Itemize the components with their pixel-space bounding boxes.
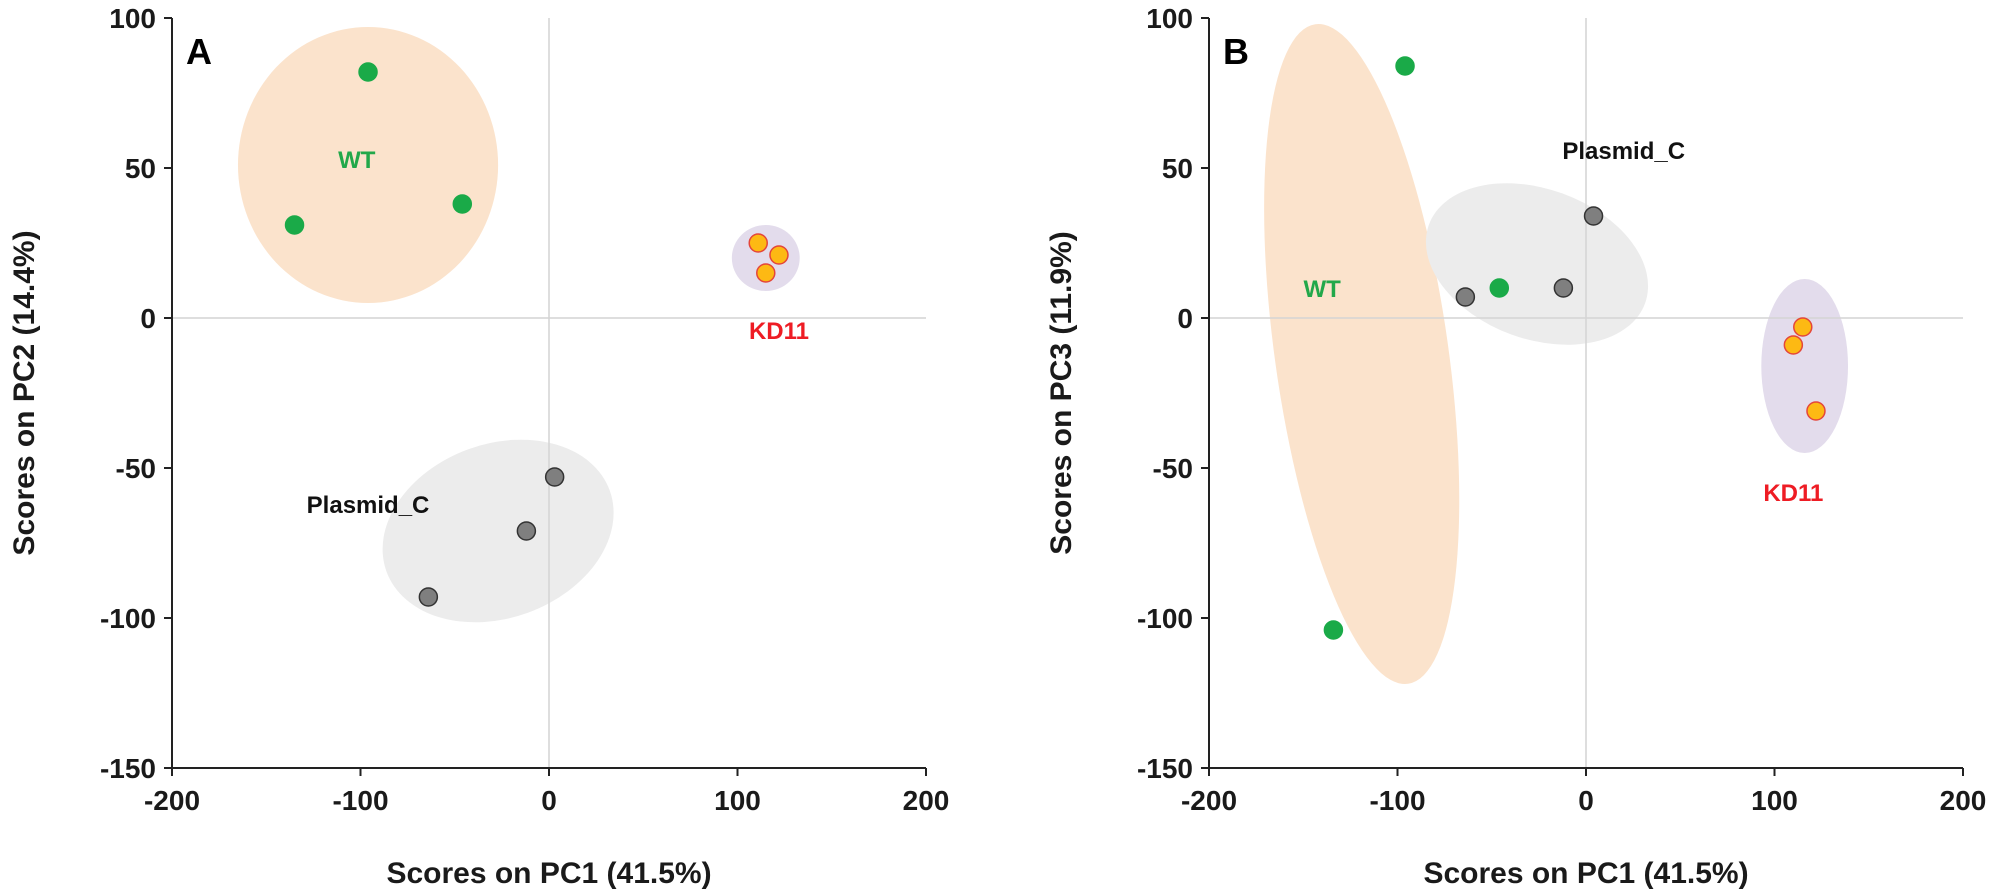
y-tick-label: -100 [100, 603, 156, 634]
y-tick-label: -100 [1137, 603, 1193, 634]
data-point-kd11 [1806, 401, 1826, 421]
group-label-wt: WT [1303, 276, 1341, 303]
data-point-kd11 [1783, 335, 1804, 355]
y-tick-label: -150 [1137, 753, 1193, 784]
cluster-ellipse-wt [237, 27, 499, 303]
x-tick-label: 200 [1940, 785, 1987, 816]
data-point-wt [284, 215, 305, 235]
panel-label: A [186, 31, 212, 72]
panel-a: 100 50 0 -50 -100 -150-200 -100 0 100 200 Scores o… [8, 3, 949, 890]
y-tick-label: 100 [109, 3, 156, 34]
y-tick-label: 100 [1146, 3, 1193, 34]
cluster-ellipse-plasmid-c [382, 439, 614, 623]
x-axis-title: Scores on PC1 (41.5%) [386, 857, 711, 890]
data-point-plasmid-c [516, 521, 537, 541]
data-point-wt [1323, 620, 1344, 640]
y-tick-label: 50 [125, 153, 156, 184]
y-axis-title: Scores on PC2 (14.4%) [8, 230, 41, 555]
x-tick-label: 200 [903, 785, 950, 816]
y-axis-title: Scores on PC3 (11.9%) [1045, 231, 1078, 554]
x-tick-label: 100 [1751, 785, 1798, 816]
x-tick-label: -100 [1369, 785, 1425, 816]
data-point-plasmid-c [1455, 287, 1476, 307]
x-tick-label: 0 [541, 785, 557, 816]
x-tick-label: -200 [1181, 785, 1237, 816]
x-tick-label: 0 [1578, 785, 1594, 816]
data-point-kd11 [769, 245, 789, 265]
group-label-plasmid-c: Plasmid_C [307, 492, 430, 519]
data-point-wt [358, 62, 378, 82]
y-tick-label: -50 [116, 453, 156, 484]
data-point-plasmid-c [1553, 278, 1574, 298]
data-point-plasmid-c [418, 587, 439, 607]
data-point-kd11 [748, 233, 768, 253]
data-point-wt [1395, 56, 1415, 76]
x-axis-title: Scores on PC1 (41.5%) [1423, 857, 1748, 890]
data-point-wt [1489, 278, 1510, 298]
y-tick-label: -150 [100, 753, 156, 784]
group-label-kd11: KD11 [749, 318, 809, 345]
data-point-kd11 [756, 263, 776, 283]
panel-label: B [1223, 31, 1249, 72]
data-point-wt [452, 194, 473, 214]
x-tick-label: -200 [144, 785, 200, 816]
y-tick-label: -50 [1153, 453, 1193, 484]
x-tick-label: -100 [332, 785, 388, 816]
y-tick-label: 0 [1177, 303, 1193, 334]
x-tick-label: 100 [714, 785, 761, 816]
y-tick-label: 0 [140, 303, 156, 334]
y-tick-label: 50 [1162, 153, 1193, 184]
data-point-kd11 [1793, 317, 1813, 337]
group-label-kd11: KD11 [1763, 480, 1823, 507]
group-label-plasmid-c: Plasmid_C [1562, 138, 1685, 165]
cluster-ellipse-wt [1264, 24, 1460, 684]
group-label-wt: WT [338, 147, 376, 174]
data-point-plasmid-c [1583, 206, 1604, 226]
cluster-ellipse-kd11 [1761, 279, 1849, 453]
panel-b: 100 50 0 -50 -100 -150-200 -100 0 100 200 Scores o… [1045, 3, 1986, 890]
data-point-plasmid-c [544, 467, 565, 487]
